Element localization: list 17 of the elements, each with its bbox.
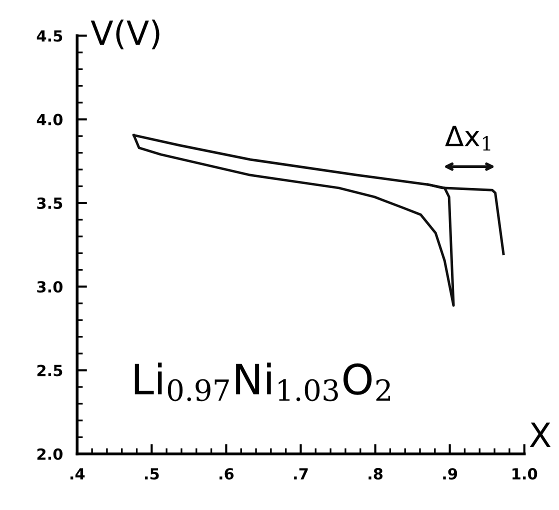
x-tick-label: .9 <box>443 468 458 480</box>
x-axis-title: X <box>530 422 551 447</box>
annotation: Li$_{0.97}$Ni$_{1.03}$O$_{2}$ <box>134 362 390 402</box>
x-tick-label: .5 <box>145 468 159 480</box>
x-tick-label: .8 <box>368 468 383 480</box>
y-tick-label: 2.0 <box>37 448 63 460</box>
x-tick-label: .7 <box>294 468 308 480</box>
y-tick-label: 2.5 <box>37 364 62 376</box>
x-tick-label: .6 <box>220 468 234 480</box>
annotation: Δx$_{1}$ <box>445 126 490 150</box>
y-tick-label: 3.5 <box>37 197 62 209</box>
y-tick-label: 3.0 <box>37 281 63 293</box>
y-tick-label: 4.0 <box>36 114 63 126</box>
y-tick-label: 4.5 <box>36 30 62 42</box>
x-tick-label: 1.0 <box>512 468 538 480</box>
x-tick-label: .4 <box>70 468 85 480</box>
y-axis-title: V(V) <box>90 20 160 50</box>
